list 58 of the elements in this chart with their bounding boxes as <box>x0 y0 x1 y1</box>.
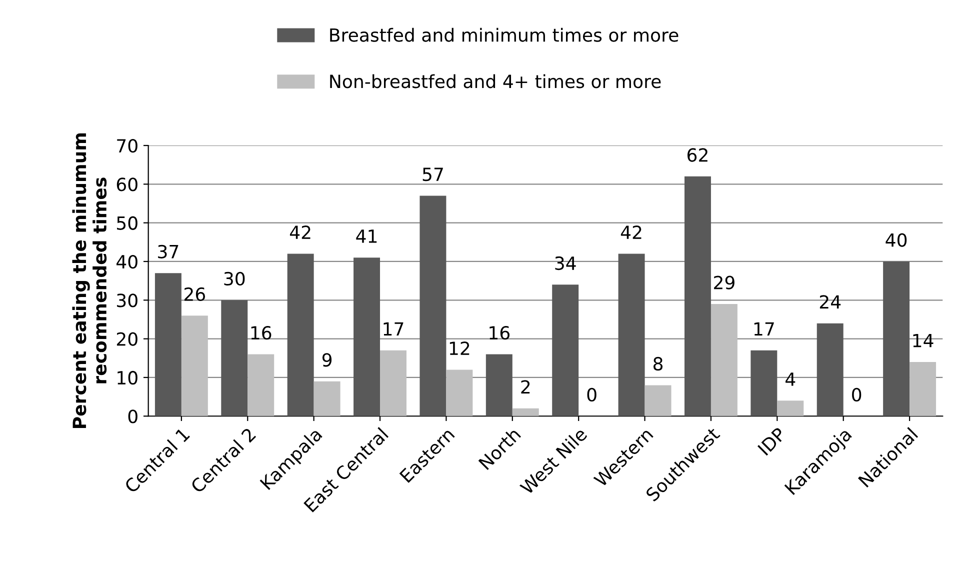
bar <box>314 381 340 416</box>
data-label: 14 <box>913 334 934 348</box>
data-label: 34 <box>555 256 576 270</box>
data-label: 24 <box>820 295 841 308</box>
data-label: 16 <box>490 326 510 340</box>
data-label: 0 <box>587 388 596 402</box>
data-label: 12 <box>450 341 470 355</box>
y-tick-label: 0 <box>128 410 138 424</box>
bar <box>883 261 910 416</box>
data-label: 42 <box>290 225 310 239</box>
data-label: 4 <box>786 372 796 386</box>
bar <box>221 300 248 416</box>
data-label: 0 <box>852 388 862 402</box>
y-tick-label: 20 <box>116 332 138 346</box>
bar <box>181 316 208 416</box>
bar <box>618 254 645 416</box>
y-tick-label: 40 <box>116 254 138 269</box>
x-tick-label: IDP <box>758 426 786 456</box>
bar <box>710 304 738 416</box>
bar <box>486 354 512 416</box>
bar <box>380 350 406 416</box>
bar <box>552 284 579 416</box>
bar <box>354 258 380 416</box>
data-label: 29 <box>714 276 734 290</box>
data-label: 16 <box>251 326 272 340</box>
data-label: 42 <box>620 225 642 239</box>
bar <box>248 354 274 416</box>
data-label: 62 <box>688 148 708 162</box>
data-label: 17 <box>384 322 404 336</box>
data-label: 30 <box>224 272 245 286</box>
legend-label: Breastfed and minimum times or more <box>330 28 678 42</box>
bar <box>287 254 314 416</box>
legend-label: Non-breastfed and 4+ times or more <box>330 74 661 88</box>
data-label: 17 <box>754 322 774 336</box>
bar <box>154 273 182 416</box>
data-label: 8 <box>654 356 663 371</box>
bar <box>816 323 844 416</box>
data-label: 26 <box>184 287 206 301</box>
bar <box>512 408 539 416</box>
y-tick-label: 30 <box>117 294 138 308</box>
data-label: 9 <box>322 353 332 367</box>
bar <box>684 176 711 416</box>
y-axis-title: Percent eating the minumum recommended times <box>72 133 107 428</box>
y-tick-label: 50 <box>117 216 138 230</box>
data-label: 41 <box>356 230 377 243</box>
y-tick-label: 70 <box>117 138 138 153</box>
bar <box>910 362 936 416</box>
bar <box>446 370 473 416</box>
y-tick-label: 60 <box>116 178 138 192</box>
bar <box>777 400 804 416</box>
data-label: 37 <box>158 244 178 258</box>
y-tick-label: 10 <box>118 370 138 385</box>
bar <box>420 196 446 416</box>
bar <box>644 385 672 416</box>
data-label: 40 <box>886 233 907 247</box>
data-label: 2 <box>521 380 530 394</box>
bar <box>750 350 778 416</box>
data-label: 57 <box>422 168 443 182</box>
